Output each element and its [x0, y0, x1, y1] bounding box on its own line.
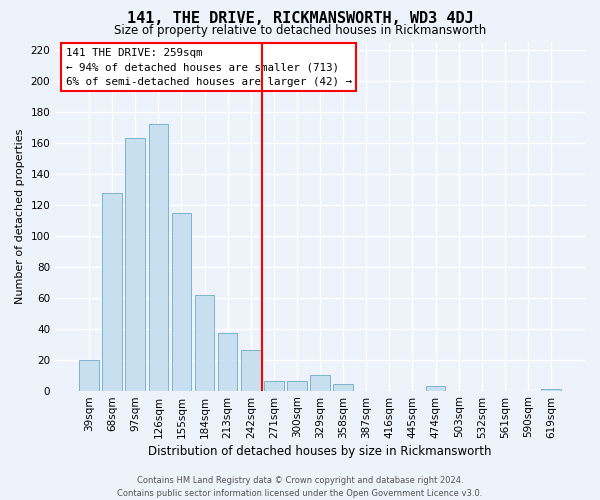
Bar	[241, 350, 260, 391]
Text: Contains HM Land Registry data © Crown copyright and database right 2024.
Contai: Contains HM Land Registry data © Crown c…	[118, 476, 482, 498]
Bar	[334, 384, 353, 390]
X-axis label: Distribution of detached houses by size in Rickmansworth: Distribution of detached houses by size …	[148, 444, 492, 458]
Bar	[172, 212, 191, 390]
Bar	[79, 360, 99, 390]
Bar	[426, 386, 445, 390]
Text: Size of property relative to detached houses in Rickmansworth: Size of property relative to detached ho…	[114, 24, 486, 37]
Text: 141 THE DRIVE: 259sqm
← 94% of detached houses are smaller (713)
6% of semi-deta: 141 THE DRIVE: 259sqm ← 94% of detached …	[66, 48, 352, 86]
Bar	[218, 334, 238, 390]
Bar	[287, 382, 307, 390]
Bar	[310, 375, 330, 390]
Bar	[264, 382, 284, 390]
Bar	[149, 124, 168, 390]
Bar	[541, 389, 561, 390]
Bar	[125, 138, 145, 390]
Bar	[103, 192, 122, 390]
Bar	[195, 294, 214, 390]
Y-axis label: Number of detached properties: Number of detached properties	[15, 129, 25, 304]
Text: 141, THE DRIVE, RICKMANSWORTH, WD3 4DJ: 141, THE DRIVE, RICKMANSWORTH, WD3 4DJ	[127, 11, 473, 26]
